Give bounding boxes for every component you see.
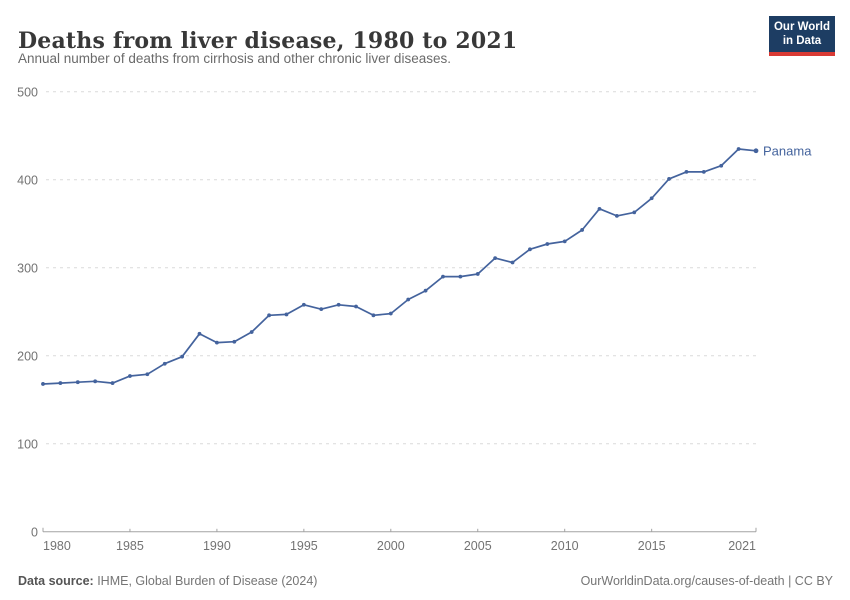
- data-point[interactable]: [128, 374, 132, 378]
- data-point[interactable]: [597, 206, 602, 211]
- data-point[interactable]: [215, 340, 219, 345]
- data-point[interactable]: [684, 169, 689, 174]
- data-point[interactable]: [301, 302, 306, 307]
- x-tick-label: 1990: [203, 539, 231, 553]
- data-point[interactable]: [319, 307, 324, 312]
- data-point[interactable]: [75, 380, 80, 385]
- x-tick-label: 1980: [43, 539, 71, 553]
- data-point[interactable]: [667, 177, 671, 181]
- series-label[interactable]: Panama: [763, 143, 812, 158]
- data-point[interactable]: [475, 272, 480, 276]
- x-tick-label: 1995: [290, 539, 318, 553]
- data-point[interactable]: [249, 330, 254, 334]
- data-point[interactable]: [180, 354, 185, 359]
- chart-subtitle: Annual number of deaths from cirrhosis a…: [18, 51, 451, 66]
- y-tick-label: 200: [17, 349, 38, 363]
- data-point[interactable]: [632, 210, 637, 215]
- data-point[interactable]: [58, 381, 63, 385]
- owid-logo-line2: in Data: [782, 35, 822, 48]
- credit-link[interactable]: OurWorldinData.org/causes-of-death | CC …: [580, 574, 833, 588]
- data-point[interactable]: [458, 274, 463, 279]
- page-title: Deaths from liver disease, 1980 to 2021: [18, 27, 518, 54]
- data-point[interactable]: [562, 239, 567, 244]
- data-point[interactable]: [336, 302, 341, 307]
- data-point[interactable]: [197, 331, 202, 336]
- data-point[interactable]: [719, 163, 724, 168]
- data-point[interactable]: [753, 148, 759, 154]
- data-point[interactable]: [232, 339, 237, 344]
- data-source-label: Data source:: [18, 574, 94, 588]
- x-tick-label: 2010: [551, 539, 579, 553]
- data-point[interactable]: [388, 311, 393, 316]
- trend-line[interactable]: [42, 148, 757, 385]
- x-tick-label: 2005: [464, 539, 492, 553]
- data-point[interactable]: [493, 256, 498, 261]
- x-tick-label: 1985: [116, 539, 144, 553]
- data-point[interactable]: [354, 304, 358, 309]
- x-tick-label: 2015: [638, 539, 666, 553]
- owid-logo[interactable]: Our World in Data: [769, 16, 835, 56]
- data-point[interactable]: [736, 147, 741, 151]
- data-point[interactable]: [580, 228, 584, 232]
- data-point[interactable]: [93, 379, 98, 384]
- data-point[interactable]: [267, 313, 271, 318]
- y-tick-label: 300: [17, 261, 38, 275]
- data-point[interactable]: [145, 372, 150, 377]
- y-tick-label: 100: [17, 437, 38, 451]
- y-tick-label: 500: [17, 85, 38, 99]
- data-point[interactable]: [510, 260, 515, 265]
- data-point[interactable]: [110, 381, 115, 385]
- data-point[interactable]: [701, 169, 706, 174]
- data-point[interactable]: [406, 297, 411, 302]
- data-point[interactable]: [423, 288, 428, 293]
- chart-footer: Data source: IHME, Global Burden of Dise…: [0, 570, 850, 588]
- data-point[interactable]: [41, 382, 45, 386]
- data-point[interactable]: [649, 196, 654, 201]
- x-tick-label: 2021: [728, 539, 756, 553]
- data-point[interactable]: [162, 361, 167, 366]
- data-point[interactable]: [528, 247, 532, 252]
- data-point[interactable]: [441, 274, 445, 279]
- data-source-value: IHME, Global Burden of Disease (2024): [93, 574, 318, 588]
- data-point[interactable]: [284, 312, 289, 317]
- x-tick-label: 2000: [377, 539, 405, 553]
- y-tick-label: 0: [31, 525, 38, 539]
- data-source-note: Data source: IHME, Global Burden of Dise…: [18, 574, 317, 588]
- data-point[interactable]: [371, 313, 376, 318]
- data-point[interactable]: [614, 213, 619, 218]
- owid-logo-line1: Our World: [773, 21, 830, 33]
- data-point[interactable]: [545, 242, 550, 246]
- y-tick-label: 400: [17, 173, 38, 187]
